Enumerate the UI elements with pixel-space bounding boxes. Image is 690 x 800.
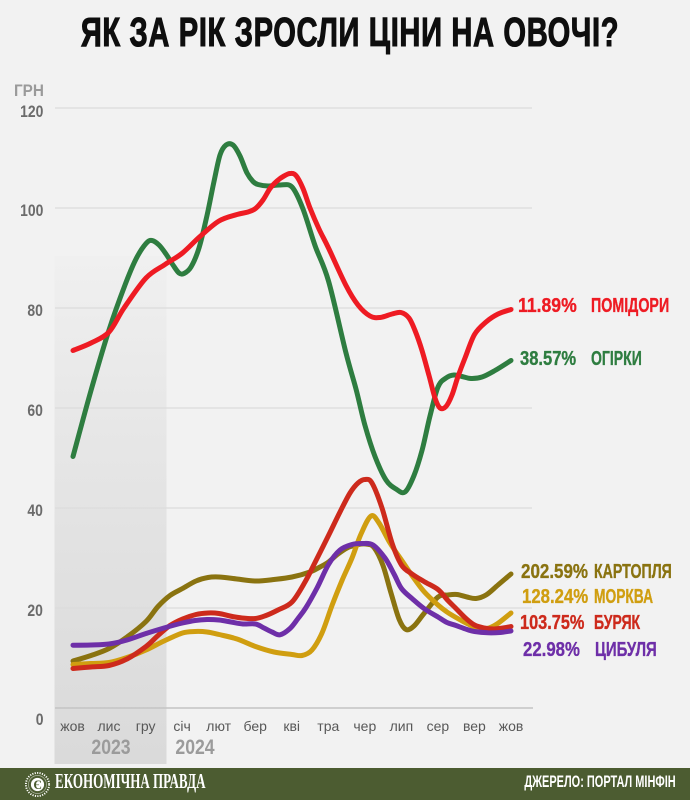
- svg-text:Є: Є: [33, 778, 41, 792]
